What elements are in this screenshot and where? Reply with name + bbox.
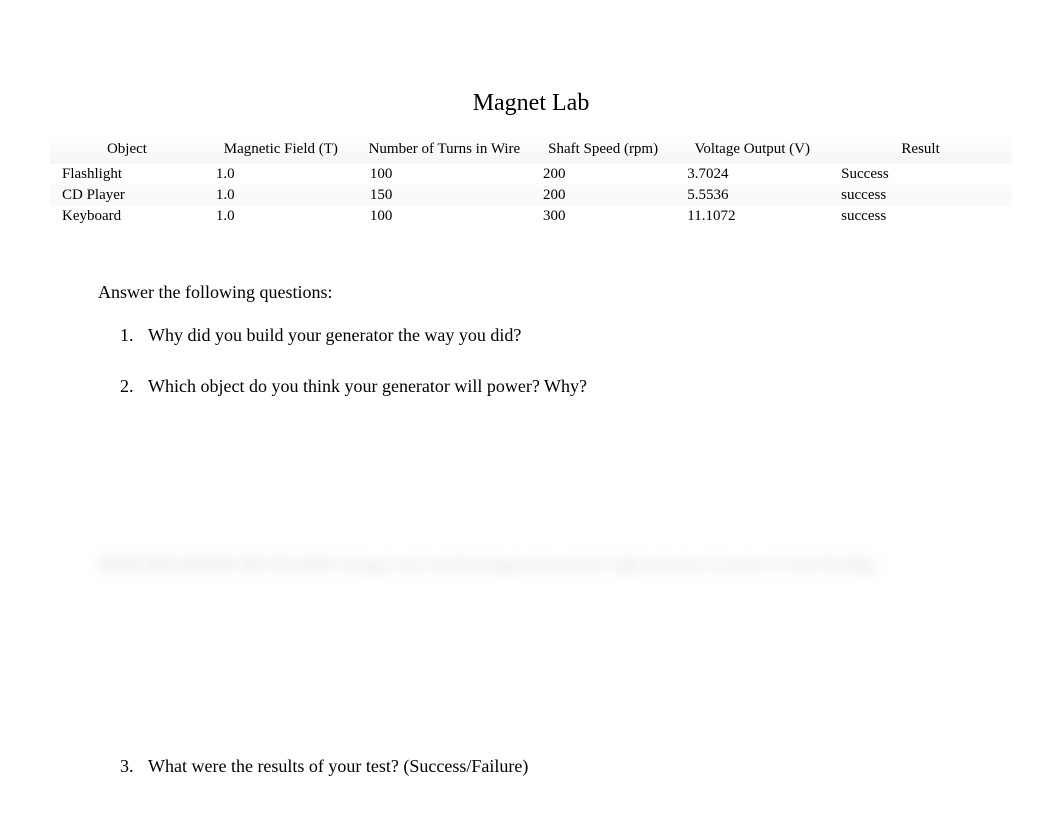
questions-section: Answer the following questions: 1. Why d…: [50, 282, 1012, 397]
questions-intro: Answer the following questions:: [98, 282, 964, 303]
table-cell: Success: [829, 164, 1012, 185]
table-row: CD Player 1.0 150 200 5.5536 success: [50, 185, 1012, 206]
question-text: Why did you build your generator the way…: [148, 325, 964, 346]
table-cell: Flashlight: [50, 164, 204, 185]
table-header-result: Result: [829, 135, 1012, 164]
table-cell: success: [829, 185, 1012, 206]
data-table: Object Magnetic Field (T) Number of Turn…: [50, 135, 1012, 227]
table-header-voltage: Voltage Output (V): [675, 135, 829, 164]
table-row: Keyboard 1.0 100 300 11.1072 success: [50, 206, 1012, 227]
table-cell: CD Player: [50, 185, 204, 206]
page-title: Magnet Lab: [50, 90, 1012, 117]
question-item-3: 3. What were the results of your test? (…: [98, 756, 964, 777]
question-item-1: 1. Why did you build your generator the …: [98, 325, 964, 346]
table-header-object: Object: [50, 135, 204, 164]
question-item-2: 2. Which object do you think your genera…: [98, 376, 964, 397]
table-header-turns: Number of Turns in Wire: [358, 135, 531, 164]
table-cell: 300: [531, 206, 675, 227]
table-row: Flashlight 1.0 100 200 3.7024 Success: [50, 164, 1012, 185]
table-cell: 150: [358, 185, 531, 206]
table-header-magnetic: Magnetic Field (T): [204, 135, 358, 164]
table-cell: Keyboard: [50, 206, 204, 227]
question-text: Which object do you think your generator…: [148, 376, 964, 397]
question-number: 2.: [120, 376, 148, 397]
table-cell: 5.5536: [675, 185, 829, 206]
table-cell: 1.0: [204, 164, 358, 185]
table-cell: 1.0: [204, 185, 358, 206]
table-cell: 1.0: [204, 206, 358, 227]
table-cell: 200: [531, 185, 675, 206]
question-text: What were the results of your test? (Suc…: [148, 756, 964, 777]
table-cell: 11.1072: [675, 206, 829, 227]
page-container: Magnet Lab Object Magnetic Field (T) Num…: [0, 0, 1062, 777]
table-cell: success: [829, 206, 1012, 227]
table-cell: 100: [358, 206, 531, 227]
question-number: 3.: [120, 756, 148, 777]
blurred-answer-text: IIIIIII IIIII dIIIIIIII IIII IIIvalIIII …: [98, 552, 964, 576]
question-number: 1.: [120, 325, 148, 346]
table-cell: 200: [531, 164, 675, 185]
table-cell: 3.7024: [675, 164, 829, 185]
table-cell: 100: [358, 164, 531, 185]
questions-section-2: 3. What were the results of your test? (…: [50, 756, 1012, 777]
table-header-row: Object Magnetic Field (T) Number of Turn…: [50, 135, 1012, 164]
table-header-speed: Shaft Speed (rpm): [531, 135, 675, 164]
